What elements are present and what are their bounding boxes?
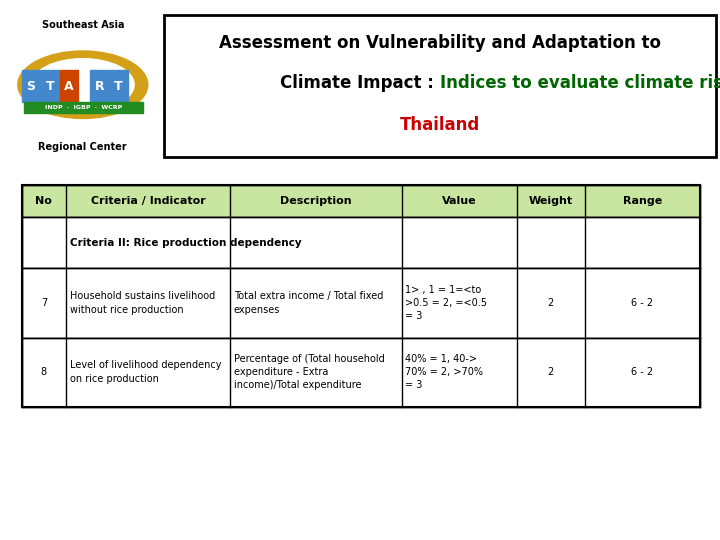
Text: 2: 2 bbox=[548, 367, 554, 377]
Bar bbox=[22, 338, 700, 407]
Bar bbox=[22, 268, 700, 338]
Bar bbox=[41, 70, 59, 103]
Text: Level of livelihood dependency
on rice production: Level of livelihood dependency on rice p… bbox=[70, 361, 221, 383]
Text: T: T bbox=[45, 80, 54, 93]
Bar bbox=[22, 70, 40, 103]
Bar bbox=[22, 185, 700, 217]
Text: Southeast Asia: Southeast Asia bbox=[42, 20, 124, 30]
Text: 6 - 2: 6 - 2 bbox=[631, 367, 653, 377]
Text: Household sustains livelihood
without rice production: Household sustains livelihood without ri… bbox=[70, 292, 215, 314]
Text: T: T bbox=[114, 80, 122, 93]
Bar bbox=[109, 70, 127, 103]
Text: 8: 8 bbox=[41, 367, 47, 377]
Text: Regional Center: Regional Center bbox=[38, 142, 127, 152]
Text: S: S bbox=[27, 80, 35, 93]
Text: Thailand: Thailand bbox=[400, 117, 480, 134]
Text: Range: Range bbox=[623, 196, 662, 206]
Text: 2: 2 bbox=[548, 298, 554, 308]
Text: Indices to evaluate climate risk –: Indices to evaluate climate risk – bbox=[440, 74, 720, 92]
Text: Assessment on Vulnerability and Adaptation to: Assessment on Vulnerability and Adaptati… bbox=[219, 35, 661, 52]
Text: Total extra income / Total fixed
expenses: Total extra income / Total fixed expense… bbox=[234, 292, 383, 314]
Bar bbox=[22, 217, 700, 268]
Ellipse shape bbox=[32, 59, 134, 111]
Text: Criteria / Indicator: Criteria / Indicator bbox=[91, 196, 206, 206]
Text: 40% = 1, 40->
70% = 2, >70%
= 3: 40% = 1, 40-> 70% = 2, >70% = 3 bbox=[405, 354, 483, 390]
Bar bbox=[60, 70, 78, 103]
Bar bbox=[22, 185, 700, 407]
Text: Description: Description bbox=[280, 196, 352, 206]
Text: Percentage of (Total household
expenditure - Extra
income)/Total expenditure: Percentage of (Total household expenditu… bbox=[234, 354, 384, 390]
Text: No: No bbox=[35, 196, 53, 206]
Text: R: R bbox=[94, 80, 104, 93]
Text: Climate Impact :: Climate Impact : bbox=[280, 74, 440, 92]
Text: INDP  ·  IGBP  ·  WCRP: INDP · IGBP · WCRP bbox=[45, 105, 122, 110]
Text: Criteria II: Rice production dependency: Criteria II: Rice production dependency bbox=[70, 238, 302, 248]
Bar bbox=[90, 70, 109, 103]
Bar bbox=[164, 15, 716, 157]
Text: 6 - 2: 6 - 2 bbox=[631, 298, 653, 308]
Bar bbox=[24, 102, 143, 113]
Text: 7: 7 bbox=[41, 298, 47, 308]
Text: Value: Value bbox=[442, 196, 477, 206]
Text: Weight: Weight bbox=[528, 196, 573, 206]
Text: A: A bbox=[64, 80, 74, 93]
Text: 1> , 1 = 1=<to
>0.5 = 2, =<0.5
= 3: 1> , 1 = 1=<to >0.5 = 2, =<0.5 = 3 bbox=[405, 285, 487, 321]
Ellipse shape bbox=[18, 51, 148, 118]
